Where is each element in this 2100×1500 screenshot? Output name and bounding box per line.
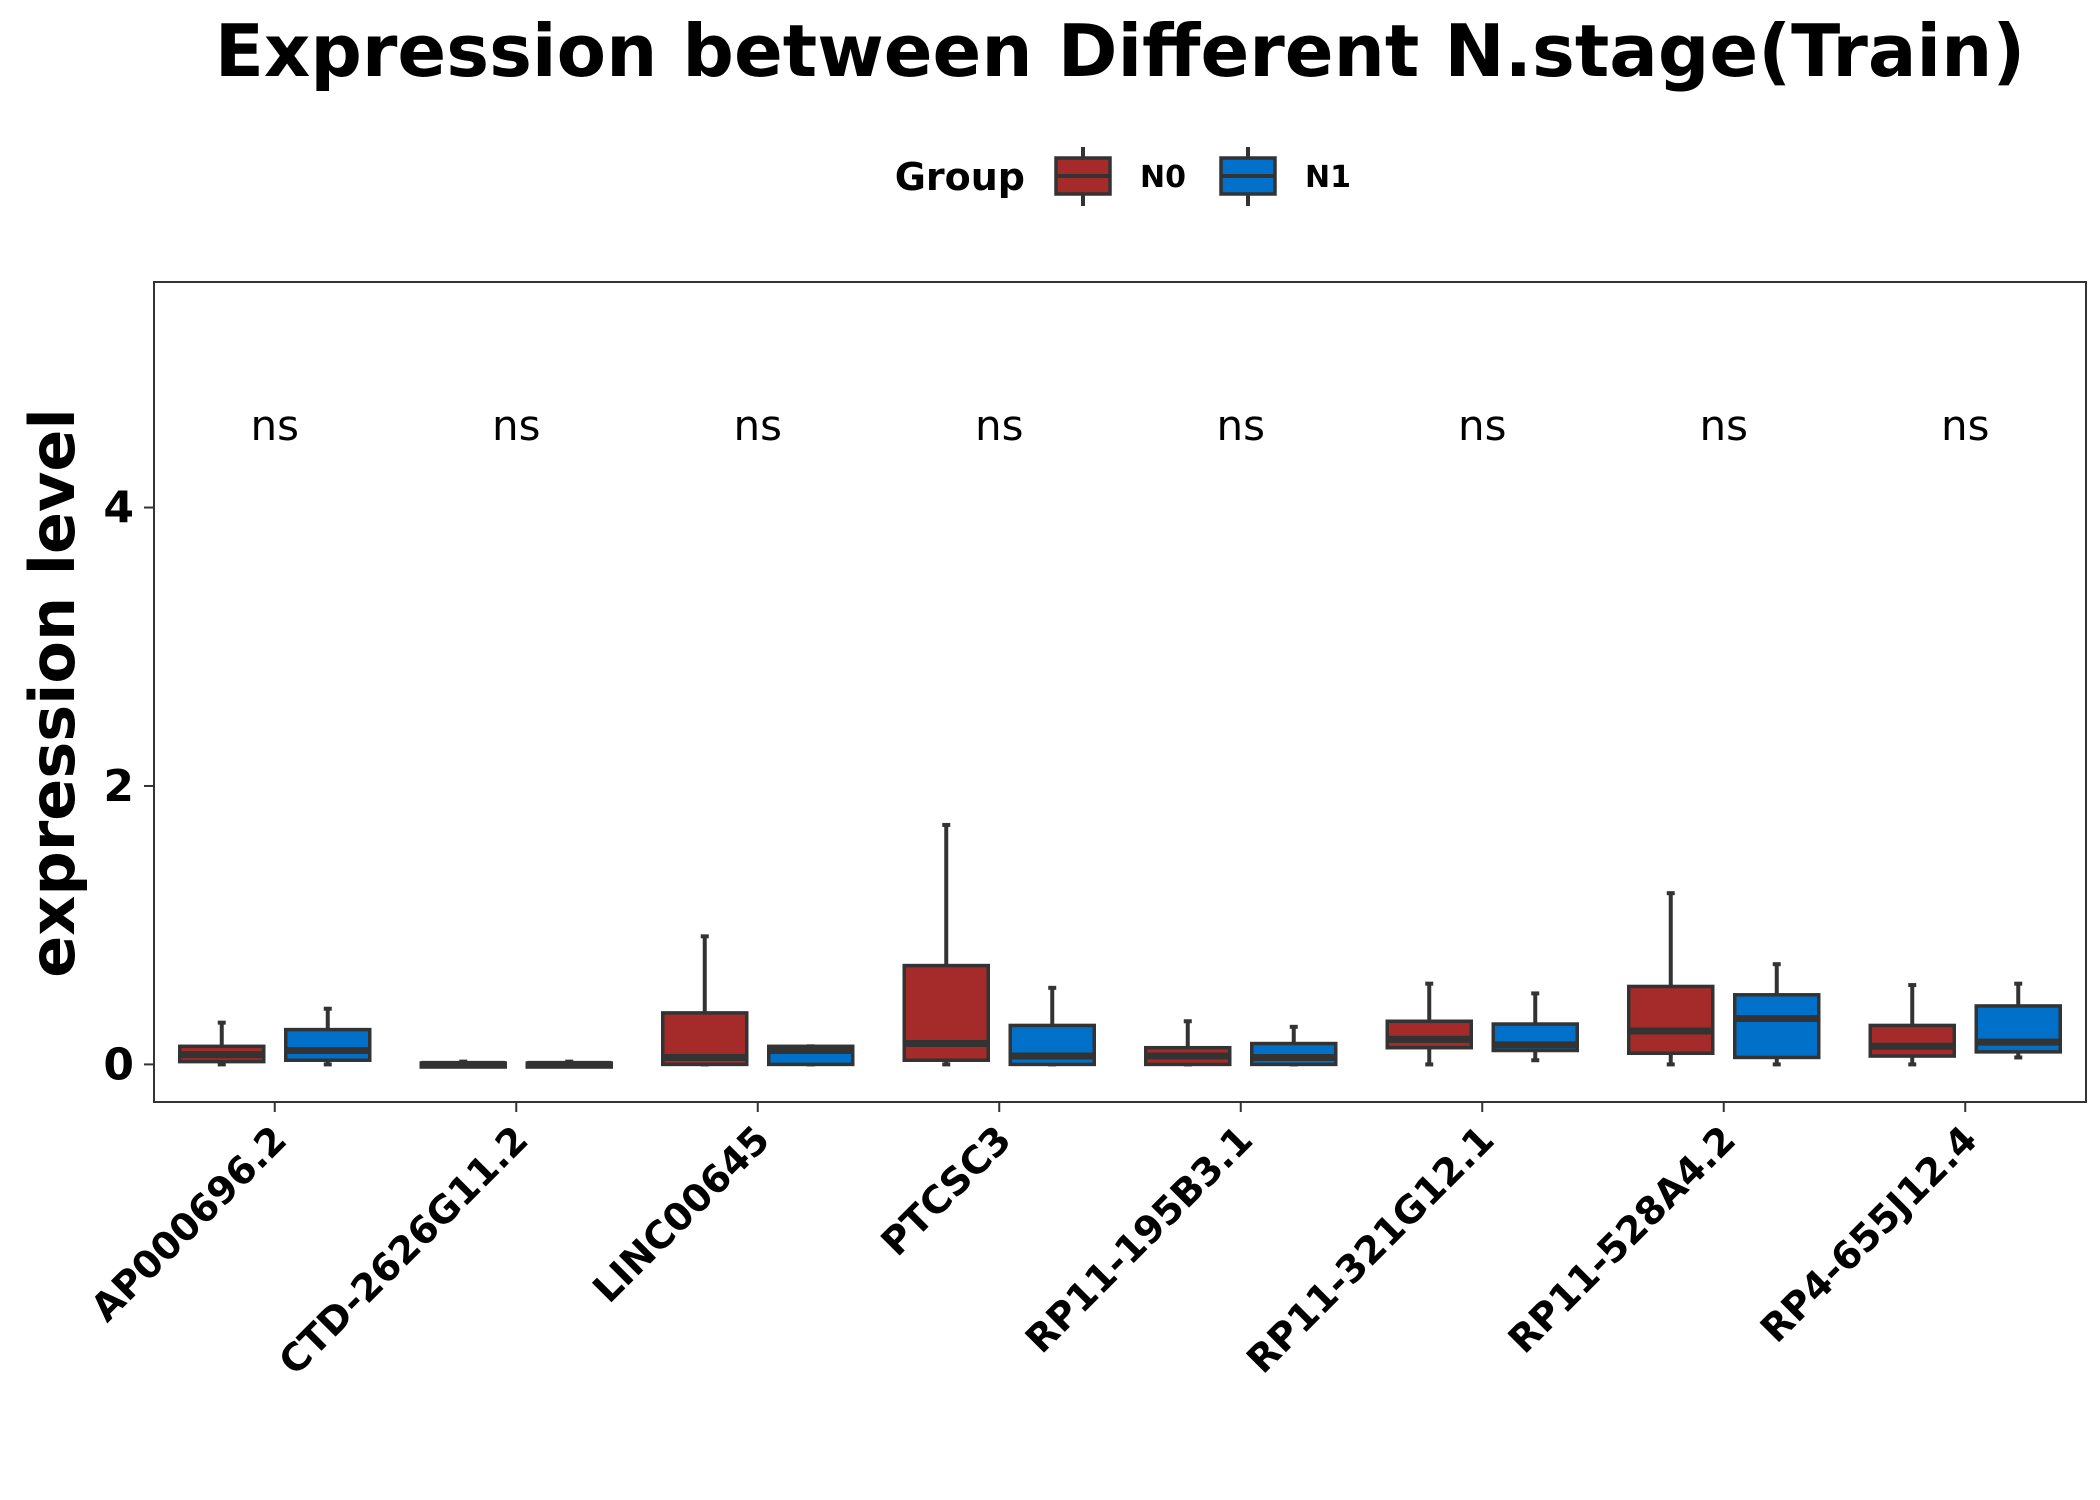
box-n1 [284, 1006, 372, 1067]
legend-entries: N0 N1 [1054, 147, 1351, 206]
box-n1 [1974, 981, 2062, 1060]
box-n1 [1491, 991, 1579, 1063]
box-iqr [1868, 1023, 1956, 1058]
box-n1 [525, 1059, 613, 1069]
x-tick-label: RP11-321G12.1 [1238, 1117, 1502, 1381]
x-tick-label: RP11-195B3.1 [1017, 1117, 1261, 1361]
y-axis: 0 2 4 [103, 483, 154, 1090]
x-tick-label: LINC00645 [584, 1117, 778, 1311]
box-n0 [1627, 891, 1715, 1067]
box-n0 [419, 1059, 507, 1069]
x-tick-label: AP000696.2 [82, 1117, 295, 1330]
significance-label: ns [1941, 401, 1990, 450]
y-tick-label: 4 [103, 483, 134, 534]
significance-label: ns [975, 401, 1024, 450]
x-tick-label: PTCSC3 [872, 1117, 1019, 1264]
box-n0 [1385, 981, 1473, 1067]
legend: Group N0 N1 [895, 147, 1351, 206]
box-iqr [1627, 984, 1715, 1056]
box-n0 [178, 1020, 266, 1067]
boxes-layer [178, 822, 2062, 1069]
significance-label: ns [733, 401, 782, 450]
legend-entry-n1: N1 [1219, 147, 1351, 206]
y-tick-label: 0 [103, 1039, 134, 1090]
legend-entry-n0: N0 [1054, 147, 1186, 206]
box-n1 [767, 1044, 855, 1067]
significance-label: ns [1699, 401, 1748, 450]
plot-panel [153, 281, 2087, 1103]
significance-label: ns [250, 401, 299, 450]
box-n0 [661, 934, 749, 1067]
box-n0 [1868, 983, 1956, 1067]
box-n1 [1250, 1024, 1338, 1067]
legend-label: N0 [1140, 160, 1186, 195]
x-tick-label: RP11-528A4.2 [1500, 1117, 1745, 1362]
y-tick-label: 2 [103, 761, 134, 812]
box-n0 [902, 822, 990, 1067]
legend-title: Group [895, 155, 1025, 199]
x-tick-label: CTD-2626G11.2 [270, 1117, 536, 1383]
legend-label: N1 [1305, 160, 1351, 195]
significance-labels: ns ns ns ns ns ns ns ns [250, 401, 1989, 450]
significance-label: ns [1458, 401, 1507, 450]
x-tick-label: RP4-655J12.4 [1752, 1117, 1986, 1351]
significance-label: ns [492, 401, 541, 450]
box-iqr [1733, 993, 1821, 1060]
y-axis-label: expression level [16, 408, 89, 977]
box-n0 [1144, 1019, 1232, 1067]
box-iqr [284, 1027, 372, 1062]
box-n1 [1008, 985, 1096, 1067]
box-iqr [1385, 1019, 1473, 1050]
chart-title: Expression between Different N.stage(Tra… [215, 9, 2026, 93]
significance-label: ns [1216, 401, 1265, 450]
box-n1 [1733, 962, 1821, 1067]
